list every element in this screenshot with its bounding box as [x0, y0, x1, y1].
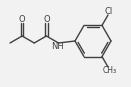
Text: CH₃: CH₃: [103, 66, 117, 76]
Text: NH: NH: [51, 42, 64, 51]
Text: Cl: Cl: [105, 7, 113, 15]
Text: O: O: [43, 15, 50, 24]
Text: O: O: [19, 15, 25, 24]
